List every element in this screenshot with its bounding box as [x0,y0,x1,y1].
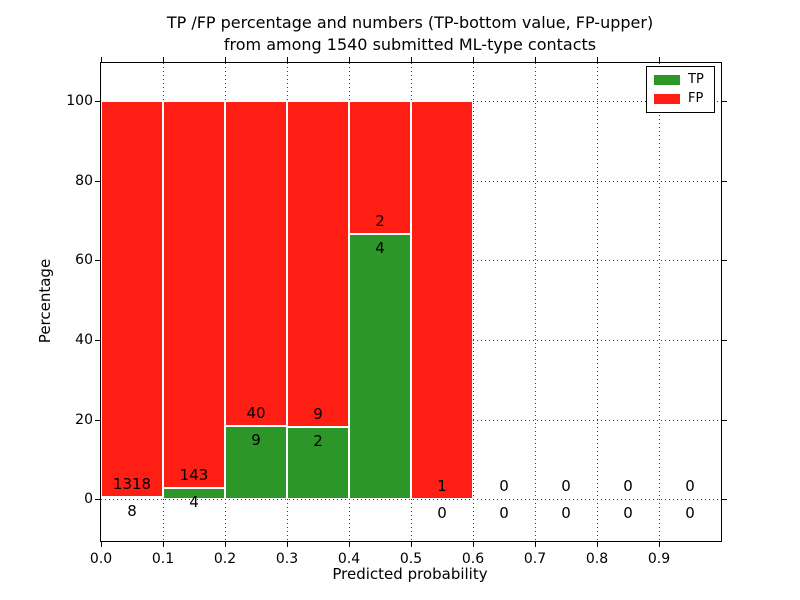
plot-area: 0 20 40 60 80 100 0.0 0.1 0.2 0.3 0.4 0.5 0.6 0.7 0.8 0… [66,57,727,567]
x-tick-mark-top [287,57,288,62]
x-tick-label: 0.1 [151,551,175,567]
fp-count-label: 0 [561,477,571,496]
y-tick-mark-right [722,260,727,262]
tp-legend-label: TP [688,72,704,87]
legend-entry-tp: TP [654,73,707,87]
x-tick-mark-top [535,57,536,62]
y-tick-label: 20 [75,411,93,428]
tp-bar-segment [163,488,225,500]
y-tick-mark-right [722,339,727,341]
y-tick-mark-right [722,499,727,501]
x-tick-label: 0.0 [89,551,113,567]
y-tick-label: 100 [66,92,93,109]
fp-legend-label: FP [688,91,704,106]
x-tick-mark-top [349,57,350,62]
chart-title-line1: TP /FP percentage and numbers (TP-bottom… [166,13,654,32]
chart-title-line2: from among 1540 submitted ML-type contac… [223,35,597,54]
x-tick-mark-top [163,57,164,62]
x-tick-label: 0.6 [461,551,485,567]
tp-count-label: 9 [251,431,261,449]
y-tick-mark [95,419,100,421]
x-tick-label: 0.4 [337,551,361,567]
tp-bar-segment [225,426,287,500]
chart-title: TP /FP percentage and numbers (TP-bottom… [100,12,720,56]
fp-count-label: 0 [623,477,633,496]
y-tick-mark [95,180,100,182]
x-tick-label: 0.8 [585,551,609,567]
fp-count-label: 1 [437,477,447,496]
fp-bar-segment [101,100,163,497]
tp-legend-swatch [654,75,680,85]
fp-count-label: 9 [313,404,323,423]
v-gridline [597,63,598,541]
fp-count-label: 2 [375,211,385,230]
tp-bar-segment [101,496,163,500]
x-tick-mark-top [659,57,660,62]
tp-count-label: 0 [685,504,695,523]
y-tick-mark [95,260,100,262]
y-tick-label: 80 [75,172,93,189]
fp-bar-segment [225,100,287,426]
v-gridline [535,63,536,541]
x-tick-mark [535,542,536,547]
tp-count-label: 0 [623,504,633,523]
y-tick-mark [95,339,100,341]
x-tick-mark [349,542,350,547]
x-tick-mark [163,542,164,547]
tp-count-label: 0 [561,504,571,523]
y-tick-label: 60 [75,252,93,269]
x-tick-mark [225,542,226,547]
tp-count-label: 2 [313,431,323,450]
x-tick-label: 0.9 [647,551,671,567]
y-tick-mark-right [722,419,727,421]
tp-bar-segment [349,233,411,500]
fp-count-label: 40 [246,404,266,422]
x-tick-mark-top [101,57,102,62]
x-tick-label: 0.7 [523,551,547,567]
tp-count-label: 8 [127,501,137,520]
x-tick-mark [597,542,598,547]
x-tick-mark-top [597,57,598,62]
fp-count-label: 143 [179,466,209,485]
fp-count-label: 0 [499,477,509,496]
x-tick-mark-top [411,57,412,62]
x-tick-mark-top [225,57,226,62]
tp-bar-segment [287,426,349,500]
y-tick-label: 0 [84,491,93,508]
fp-count-label: 1318 [112,474,152,493]
tp-count-label: 0 [499,504,509,523]
x-tick-mark [473,542,474,547]
y-tick-label: 40 [75,331,93,348]
v-gridline [473,63,474,541]
fp-bar-segment [349,100,411,234]
x-tick-label: 0.5 [399,551,423,567]
v-gridline [659,63,660,541]
tp-count-label: 4 [375,238,385,257]
x-tick-label: 0.3 [275,551,299,567]
x-tick-mark-top [473,57,474,62]
y-axis-label: Percentage [30,62,60,540]
y-tick-mark-right [722,100,727,102]
tp-count-label: 0 [437,504,447,523]
fp-legend-swatch [654,94,680,104]
x-tick-mark [101,542,102,547]
fp-bar-segment [287,100,349,427]
fp-bar-segment [163,100,225,489]
legend-entry-fp: FP [654,92,707,106]
fp-bar-segment [411,100,473,500]
y-tick-mark [95,499,100,501]
x-axis-label: Predicted probability [332,565,488,583]
tp-count-label: 4 [189,493,199,512]
x-tick-mark [411,542,412,547]
y-tick-mark [95,100,100,102]
y-tick-mark-right [722,180,727,182]
legend: TP FP [646,66,715,113]
x-tick-mark [287,542,288,547]
fp-count-label: 0 [685,477,695,496]
x-tick-label: 0.2 [213,551,237,567]
x-tick-mark [659,542,660,547]
